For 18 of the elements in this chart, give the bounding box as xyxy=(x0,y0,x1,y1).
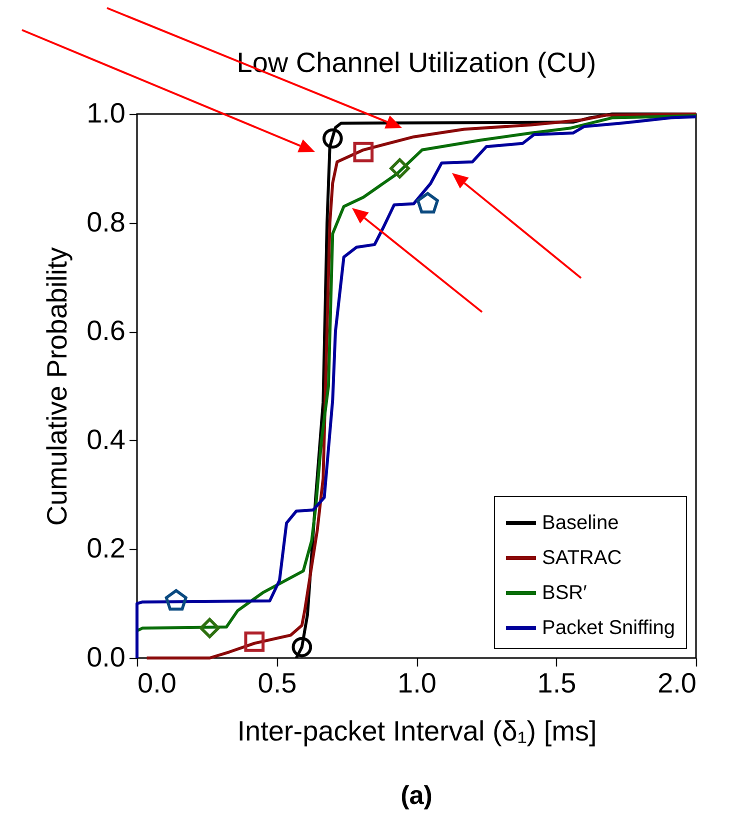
y-tick-label: 0.8 xyxy=(86,206,126,238)
x-tick-label: 0.0 xyxy=(138,668,176,698)
x-tick-label: 2.0 xyxy=(658,668,696,698)
y-tick-label: 0.2 xyxy=(86,532,126,564)
x-axis-title: Inter-packet Interval (δ₁) [ms] xyxy=(237,716,597,746)
text: (a) xyxy=(400,780,434,811)
y-axis-title: Cumulative Probability xyxy=(42,247,73,526)
legend-label: BSR′ xyxy=(542,582,588,604)
y-tick-label: 1.0 xyxy=(86,98,126,128)
y-tick-label: 0.4 xyxy=(86,424,126,455)
x-tick-label: 1.5 xyxy=(537,668,576,698)
x-tick-label: 0.5 xyxy=(258,668,297,698)
legend-label: SATRAC xyxy=(542,547,622,569)
legend-label: Baseline xyxy=(542,512,619,534)
y-tick-label: 0.6 xyxy=(86,315,126,346)
x-tick-label: 1.0 xyxy=(398,668,436,698)
legend-label: Packet Sniffing xyxy=(542,617,676,639)
y-tick-label: 0.0 xyxy=(86,642,126,672)
